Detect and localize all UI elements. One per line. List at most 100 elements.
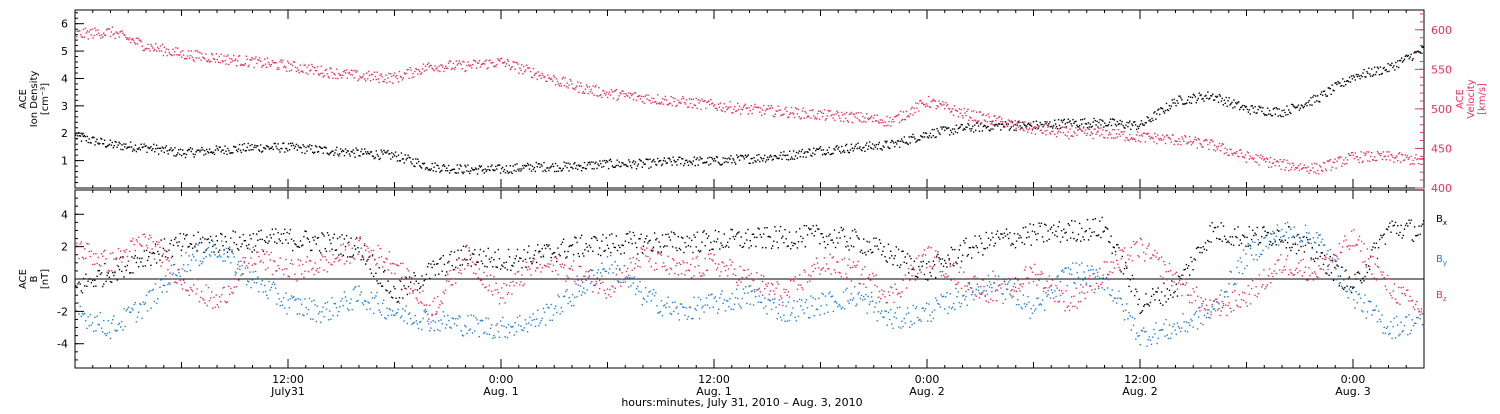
velocity-series-point	[1184, 135, 1185, 136]
density-series-point	[732, 158, 733, 159]
bx-series-point	[1004, 233, 1005, 234]
density-series-point	[363, 153, 364, 154]
velocity-series-point	[995, 120, 996, 121]
by-series-point	[508, 324, 509, 325]
density-series-point	[330, 152, 331, 153]
velocity-series-point	[353, 70, 354, 71]
density-series-point	[1387, 63, 1388, 64]
velocity-series-point	[635, 92, 636, 93]
velocity-series-point	[1117, 136, 1118, 137]
by-series-point	[727, 300, 728, 301]
by-series-point	[326, 309, 327, 310]
by-series-point	[200, 260, 201, 261]
velocity-series-point	[1004, 127, 1005, 128]
bx-series-point	[469, 250, 470, 251]
density-series-point	[441, 170, 442, 171]
density-series-point	[1155, 119, 1156, 120]
by-series-point	[346, 300, 347, 301]
velocity-series-point	[143, 50, 144, 51]
velocity-series-point	[540, 78, 541, 79]
density-series-point	[376, 150, 377, 151]
velocity-series-point	[508, 60, 509, 61]
bx-series-point	[141, 258, 142, 259]
density-series-point	[82, 134, 83, 135]
velocity-series-point	[198, 57, 199, 58]
by-series-point	[235, 271, 236, 272]
density-series-point	[962, 130, 963, 131]
bx-series-point	[925, 279, 926, 280]
velocity-series-point	[710, 99, 711, 100]
density-series-point	[305, 147, 306, 148]
bx-series-point	[602, 234, 603, 235]
bx-series-point	[246, 245, 247, 246]
bx-series-point	[338, 254, 339, 255]
bx-series-point	[454, 251, 455, 252]
bx-series-point	[1342, 287, 1343, 288]
density-series-point	[543, 162, 544, 163]
bx-series-point	[1035, 234, 1036, 235]
velocity-series-point	[555, 84, 556, 85]
velocity-series-point	[1091, 131, 1092, 132]
velocity-series-point	[878, 121, 879, 122]
velocity-series-point	[156, 50, 157, 51]
velocity-series-point	[448, 62, 449, 63]
density-series-point	[1055, 123, 1056, 124]
velocity-series-point	[1209, 142, 1210, 143]
velocity-series-point	[942, 101, 943, 102]
velocity-series-point	[87, 30, 88, 31]
velocity-series-point	[220, 62, 221, 63]
density-series-point	[1277, 108, 1278, 109]
velocity-series-point	[201, 53, 202, 54]
bx-series-point	[941, 263, 942, 264]
velocity-series-point	[592, 93, 593, 94]
by-series-point	[258, 291, 259, 292]
bx-series-point	[1331, 272, 1332, 273]
bx-series-point	[842, 230, 843, 231]
velocity-series-point	[461, 68, 462, 69]
density-series-point	[309, 144, 310, 145]
density-series-point	[1369, 73, 1370, 74]
density-series-point	[306, 150, 307, 151]
density-series-point	[87, 136, 88, 137]
bx-series-point	[421, 275, 422, 276]
bx-series-point	[674, 234, 675, 235]
bx-series-point	[438, 274, 439, 275]
by-series-point	[191, 259, 192, 260]
density-series-point	[671, 161, 672, 162]
density-series-point	[1344, 81, 1345, 82]
density-series-point	[954, 128, 955, 129]
bx-series-point	[416, 281, 417, 282]
density-series-point	[275, 146, 276, 147]
density-series-point	[1071, 125, 1072, 126]
velocity-series-point	[497, 58, 498, 59]
velocity-series-point	[1086, 135, 1087, 136]
velocity-series-point	[953, 115, 954, 116]
density-series-point	[1170, 108, 1171, 109]
velocity-series-point	[821, 112, 822, 113]
density-series-point	[650, 166, 651, 167]
density-series-point	[595, 162, 596, 163]
velocity-series-point	[1035, 134, 1036, 135]
density-series-point	[1153, 112, 1154, 113]
velocity-series-point	[580, 82, 581, 83]
density-series-point	[835, 146, 836, 147]
density-series-point	[170, 147, 171, 148]
density-series-point	[318, 151, 319, 152]
velocity-series-point	[808, 116, 809, 117]
velocity-series-point	[717, 110, 718, 111]
bx-series-point	[321, 232, 322, 233]
velocity-series-point	[439, 71, 440, 72]
velocity-series-point	[1212, 141, 1213, 142]
bx-series-point	[895, 255, 896, 256]
by-series-point	[113, 315, 114, 316]
density-series-point	[608, 168, 609, 169]
density-series-point	[1391, 63, 1392, 64]
bx-series-point	[860, 251, 861, 252]
density-series-point	[926, 133, 927, 134]
density-series-point	[635, 161, 636, 162]
bx-series-point	[956, 263, 957, 264]
bx-series-point	[1083, 239, 1084, 240]
bx-series-point	[583, 255, 584, 256]
bx-series-point	[282, 243, 283, 244]
bx-series-point	[149, 252, 150, 253]
